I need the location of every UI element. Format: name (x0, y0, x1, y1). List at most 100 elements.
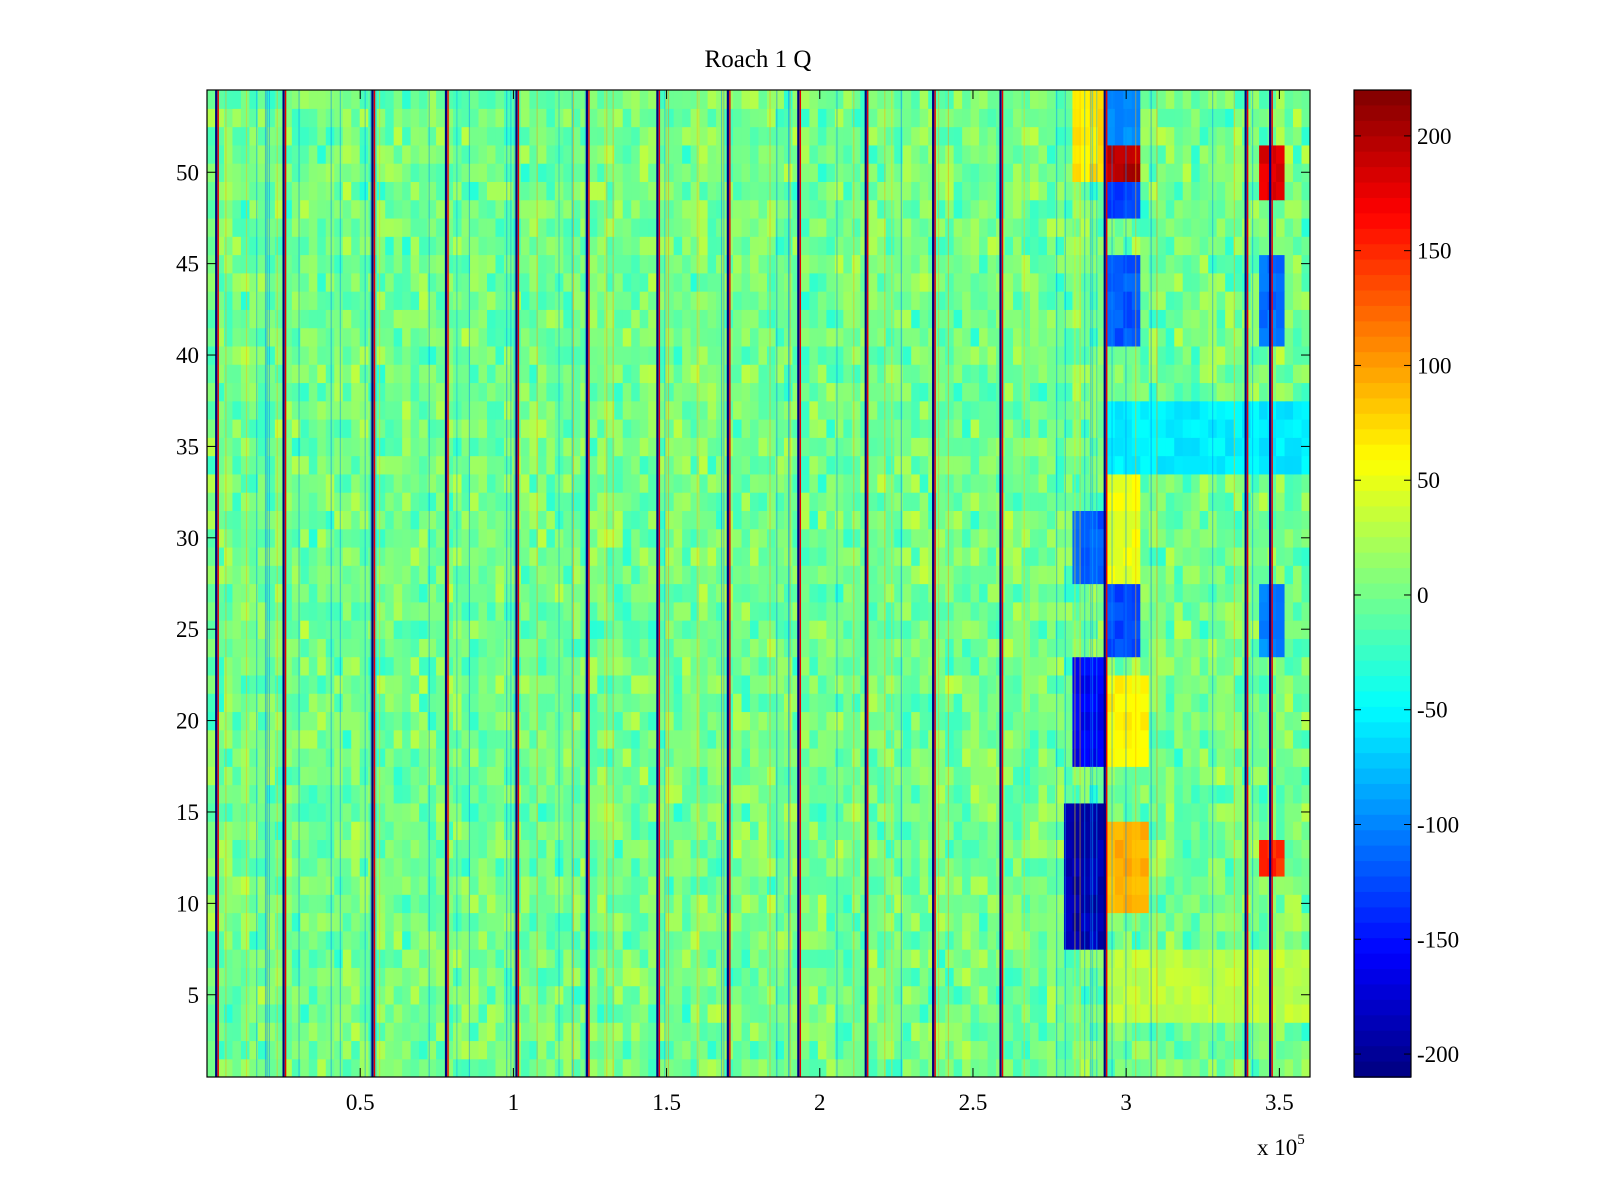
heatmap-cell (342, 546, 352, 566)
heatmap-cell (283, 711, 293, 731)
heatmap-cell (257, 546, 267, 566)
heatmap-cell (1046, 729, 1057, 749)
heatmap-cell (419, 419, 429, 438)
heatmap-cell (1140, 784, 1150, 804)
heatmap-cell (1284, 894, 1294, 914)
heatmap-cell (529, 693, 539, 713)
heatmap-cell (894, 565, 904, 585)
heatmap-cell (308, 857, 318, 877)
heatmap-cell (317, 400, 327, 420)
heatmap-cell (605, 638, 615, 658)
heatmap-cell (656, 748, 666, 767)
heatmap-cell (826, 656, 836, 676)
heatmap-cell (1004, 583, 1014, 603)
heatmap-cell (673, 784, 683, 804)
heatmap-cell (1114, 419, 1124, 438)
heatmap-cell (750, 821, 760, 840)
heatmap-cell (266, 638, 276, 658)
heatmap-cell (291, 839, 301, 859)
heatmap-cell (783, 930, 794, 950)
heatmap-cell (758, 419, 768, 438)
heatmap-cell (1131, 875, 1141, 895)
heatmap-cell (1250, 437, 1260, 457)
heatmap-cell (783, 601, 794, 621)
heatmap-cell (733, 766, 743, 786)
heatmap-cell (1216, 985, 1226, 1005)
heatmap-cell (970, 1058, 980, 1077)
heatmap-cell (503, 364, 514, 384)
heatmap-cell (750, 473, 760, 493)
heatmap-cell (1021, 473, 1031, 493)
heatmap-cell (317, 912, 327, 932)
heatmap-cell (622, 985, 632, 1005)
heatmap-cell (979, 528, 989, 548)
heatmap-cell (945, 1022, 955, 1042)
heatmap-cell (902, 528, 912, 548)
heatmap-cell (631, 912, 641, 932)
heatmap-cell (283, 985, 293, 1005)
heatmap-cell (580, 949, 590, 968)
heatmap-cell (571, 1022, 581, 1042)
heatmap-cell (325, 546, 335, 566)
heatmap-cell (351, 546, 361, 566)
heatmap-cell (639, 802, 649, 822)
heatmap-cell (622, 455, 632, 475)
heatmap-cell (639, 382, 649, 402)
heatmap-cell (758, 455, 768, 475)
heatmap-cell (1284, 400, 1294, 420)
heatmap-cell (325, 930, 335, 950)
heatmap-cell (911, 985, 921, 1005)
heatmap-cell (631, 949, 641, 968)
heatmap-cell (631, 400, 641, 420)
heatmap-cell (733, 1022, 743, 1042)
heatmap-cell (877, 400, 887, 420)
heatmap-cell (283, 949, 293, 968)
heatmap-cell (495, 1040, 505, 1060)
heatmap-cell (1208, 473, 1218, 493)
heatmap-cell (733, 912, 743, 932)
heatmap-cell (325, 382, 335, 402)
heatmap-cell (283, 839, 293, 859)
heatmap-cell (809, 656, 819, 676)
heatmap-cell (1284, 419, 1294, 438)
heatmap-cell (783, 437, 794, 457)
heatmap-cell (571, 601, 581, 621)
heatmap-cell (1259, 510, 1269, 530)
heatmap-cell (690, 711, 700, 731)
heatmap-cell (266, 455, 276, 475)
heatmap-cell (563, 1040, 573, 1060)
heatmap-cell (597, 455, 607, 475)
heatmap-cell (868, 729, 878, 749)
heatmap-cell (334, 985, 344, 1005)
heatmap-cell (1097, 437, 1107, 457)
heatmap-cell (546, 784, 556, 804)
heatmap-cell (1063, 400, 1074, 420)
heatmap-cell (385, 528, 395, 548)
heatmap-cell (1097, 492, 1107, 511)
heatmap-cell (300, 875, 310, 895)
heatmap-cell (283, 674, 293, 694)
heatmap-cell (1004, 492, 1014, 511)
heatmap-cell (419, 565, 429, 585)
heatmap-cell (699, 638, 709, 658)
heatmap-cell (1165, 875, 1175, 895)
heatmap-cell (1140, 1058, 1150, 1077)
heatmap-cell (470, 1003, 480, 1023)
heatmap-cell (207, 583, 217, 603)
heatmap-cell (1284, 601, 1294, 621)
heatmap-cell (851, 510, 861, 530)
heatmap-cell (1123, 473, 1133, 493)
heatmap-cell (1080, 1003, 1090, 1023)
heatmap-cell (894, 930, 904, 950)
heatmap-cell (775, 492, 785, 511)
heatmap-cell (1030, 949, 1040, 968)
heatmap-cell (733, 802, 743, 822)
heatmap-cell (962, 382, 972, 402)
heatmap-cell (1191, 455, 1201, 475)
heatmap-cell (351, 674, 361, 694)
heatmap-cell (622, 1040, 632, 1060)
heatmap-cell (656, 528, 666, 548)
heatmap-cell (571, 766, 581, 786)
heatmap-cell (1004, 766, 1014, 786)
heatmap-cell (843, 528, 853, 548)
